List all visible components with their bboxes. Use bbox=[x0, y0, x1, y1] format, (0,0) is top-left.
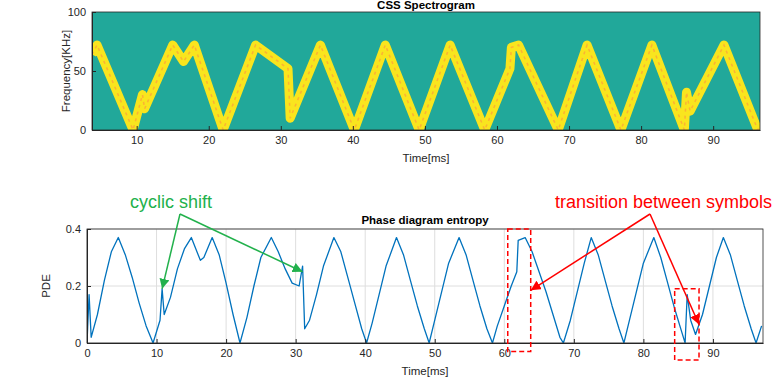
x-tick: 40 bbox=[347, 126, 359, 146]
x-tick-mark bbox=[281, 126, 282, 130]
x-tick-label: 80 bbox=[635, 134, 647, 146]
x-tick-label: 70 bbox=[568, 347, 580, 359]
y-tick-mark bbox=[92, 71, 96, 72]
y-tick: 50 bbox=[74, 65, 96, 77]
annotation: transition between symbols bbox=[508, 192, 772, 360]
x-tick: 50 bbox=[429, 339, 441, 359]
x-tick: 10 bbox=[151, 339, 163, 359]
plot-area bbox=[87, 238, 762, 343]
plot-area bbox=[92, 45, 760, 130]
x-tick-label: 10 bbox=[151, 347, 163, 359]
annotation-text: transition between symbols bbox=[555, 192, 772, 212]
x-tick-label: 30 bbox=[275, 134, 287, 146]
x-tick-mark bbox=[643, 339, 644, 343]
x-tick-mark bbox=[504, 339, 505, 343]
figure: 102030405060708090050100CSS SpectrogramT… bbox=[0, 0, 782, 384]
chart-title: CSS Spectrogram bbox=[377, 0, 475, 11]
y-grid-line bbox=[87, 286, 763, 287]
annotation-arrow bbox=[650, 214, 699, 324]
x-tick-label: 60 bbox=[499, 347, 511, 359]
x-tick-mark bbox=[497, 126, 498, 130]
y-tick-label: 0.2 bbox=[66, 280, 81, 292]
plot-frame bbox=[92, 12, 760, 130]
x-axis-title: Time[ms] bbox=[403, 152, 450, 164]
x-tick-label: 50 bbox=[419, 134, 431, 146]
x-tick: 70 bbox=[568, 339, 580, 359]
x-tick-mark bbox=[574, 339, 575, 343]
x-tick: 90 bbox=[708, 126, 720, 146]
panel-1: 0 10 20 30 40 50 60 70 80 90 0 0.2 0.4 Phase diagram … bbox=[40, 214, 764, 377]
y-tick-label: 0.4 bbox=[66, 223, 81, 235]
y-tick-mark bbox=[87, 286, 91, 287]
y-tick-label: 50 bbox=[74, 65, 86, 77]
annotation: cyclic shift bbox=[130, 192, 303, 289]
x-tick-mark bbox=[137, 126, 138, 130]
x-tick: 20 bbox=[203, 126, 215, 146]
y-axis-title: Frequency[KHz] bbox=[60, 30, 72, 112]
frequency-ridge bbox=[92, 45, 760, 130]
y-tick-label: 0 bbox=[80, 124, 86, 136]
chart-title: Phase diagram entropy bbox=[361, 214, 489, 226]
x-tick-mark bbox=[353, 126, 354, 130]
x-tick: 30 bbox=[290, 339, 302, 359]
x-tick: 80 bbox=[638, 339, 650, 359]
x-tick-label: 20 bbox=[220, 347, 232, 359]
x-tick-label: 50 bbox=[429, 347, 441, 359]
x-tick-label: 40 bbox=[347, 134, 359, 146]
panel-0: 10 20 30 40 50 60 70 80 90 0 50 100 CSS Spectrogram T… bbox=[60, 0, 761, 164]
annotation-text: cyclic shift bbox=[130, 192, 212, 212]
frequency-ridge-core bbox=[92, 45, 760, 130]
x-tick-label: 90 bbox=[708, 134, 720, 146]
x-tick: 90 bbox=[707, 339, 719, 359]
x-tick-mark bbox=[209, 126, 210, 130]
x-tick: 20 bbox=[220, 339, 232, 359]
x-tick: 30 bbox=[275, 126, 287, 146]
annotation-arrow bbox=[531, 214, 650, 290]
x-axis-title: Time[ms] bbox=[402, 365, 449, 377]
x-tick-label: 70 bbox=[563, 134, 575, 146]
y-tick-label: 100 bbox=[68, 6, 86, 18]
x-tick: 10 bbox=[131, 126, 143, 146]
x-tick-mark bbox=[157, 339, 158, 343]
x-tick: 50 bbox=[419, 126, 431, 146]
annotation-box bbox=[508, 229, 531, 352]
annotation-arrow bbox=[162, 214, 180, 289]
x-tick-mark bbox=[435, 339, 436, 343]
x-tick-label: 30 bbox=[290, 347, 302, 359]
x-tick-label: 90 bbox=[707, 347, 719, 359]
x-tick-mark bbox=[569, 126, 570, 130]
x-tick-mark bbox=[365, 339, 366, 343]
x-tick: 70 bbox=[563, 126, 575, 146]
x-tick: 40 bbox=[360, 339, 372, 359]
x-tick-label: 80 bbox=[638, 347, 650, 359]
x-tick-label: 10 bbox=[131, 134, 143, 146]
x-tick: 60 bbox=[491, 126, 503, 146]
x-tick-label: 40 bbox=[360, 347, 372, 359]
x-tick-mark bbox=[641, 126, 642, 130]
x-tick-label: 20 bbox=[203, 134, 215, 146]
plot-background bbox=[87, 229, 763, 343]
x-tick-mark bbox=[226, 339, 227, 343]
x-tick: 60 bbox=[499, 339, 511, 359]
x-tick-mark bbox=[713, 126, 714, 130]
x-tick-mark bbox=[713, 339, 714, 343]
grid bbox=[87, 229, 763, 343]
x-tick-mark bbox=[296, 339, 297, 343]
y-tick-label: 0 bbox=[75, 337, 81, 349]
y-axis-title: PDE bbox=[40, 274, 52, 298]
x-tick-label: 60 bbox=[491, 134, 503, 146]
x-axis: 0 10 20 30 40 50 60 70 80 90 bbox=[84, 339, 763, 359]
x-tick-mark bbox=[425, 126, 426, 130]
x-tick: 80 bbox=[635, 126, 647, 146]
plot-background bbox=[92, 12, 760, 130]
data-line bbox=[87, 238, 762, 343]
x-axis: 10 20 30 40 50 60 70 80 90 bbox=[93, 126, 761, 146]
plot-frame bbox=[87, 229, 763, 343]
annotation-box bbox=[675, 289, 699, 360]
annotation-arrow bbox=[180, 214, 303, 272]
x-tick-label: 0 bbox=[84, 347, 90, 359]
